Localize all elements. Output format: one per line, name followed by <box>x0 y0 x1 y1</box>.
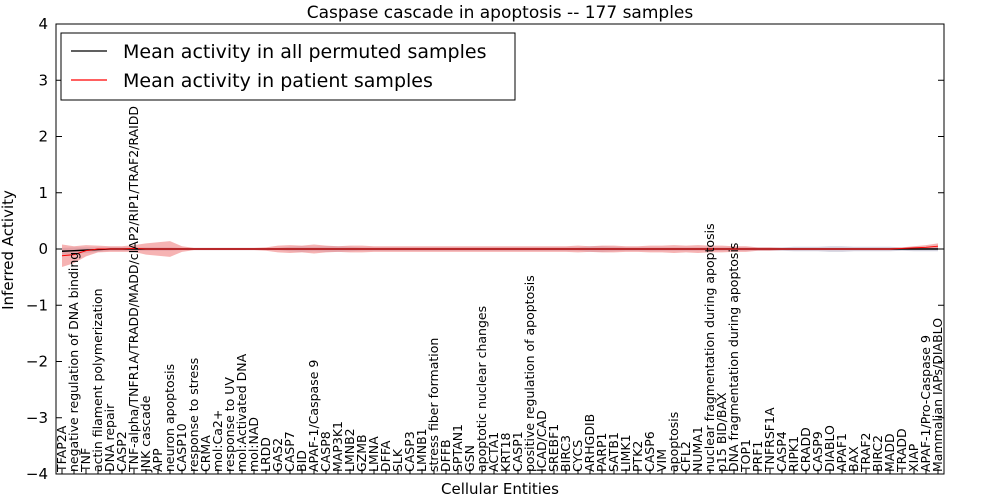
x-tick-label: BAX <box>846 446 861 472</box>
x-tick-label: negative regulation of DNA binding <box>66 252 81 472</box>
legend-box <box>60 32 516 101</box>
x-tick-label: positive regulation of apoptosis <box>522 275 537 472</box>
x-tick-label: CASP8 <box>318 431 333 472</box>
x-tick-label: LIMK1 <box>618 434 633 472</box>
x-tick-label: BIRC2 <box>870 435 885 472</box>
y-tick-label: −2 <box>26 353 48 371</box>
x-tick-label: CASP2 <box>114 431 129 472</box>
x-tick-label: mol:Activated DNA <box>234 353 249 472</box>
legend: Mean activity in all permuted samples Mea… <box>60 32 516 101</box>
x-tick-label: SPTAN1 <box>450 424 465 472</box>
x-tick-label: CASP4 <box>774 431 789 472</box>
x-tick-label: DFFB <box>438 439 453 472</box>
x-tick-label: p15 BID/BAX <box>714 392 729 472</box>
x-tick-label: XIAP <box>906 443 921 472</box>
x-tick-label: mol:Ca2+ <box>210 410 225 472</box>
x-tick-label: PARP1 <box>594 433 609 472</box>
x-tick-label: ACTA1 <box>486 432 501 472</box>
series-lines <box>61 245 939 257</box>
x-tick-label: nuclear fragmentation during apoptosis <box>702 223 717 472</box>
x-tick-label: TFAP2A <box>54 425 69 473</box>
x-tick-label: CASP6 <box>642 431 657 472</box>
series-1-line <box>61 245 939 257</box>
x-tick-label: MADD <box>882 433 897 472</box>
x-tick-label: LMNB1 <box>414 428 429 472</box>
confidence-bands <box>62 241 938 267</box>
x-tick-label: response to stress <box>186 358 201 472</box>
x-tick-label: TOP1 <box>738 439 753 473</box>
series-1-band <box>62 241 938 267</box>
x-tick-label: neuron apoptosis <box>162 364 177 472</box>
x-tick-label: ICAD/CAD <box>534 410 549 472</box>
y-tick-label: −1 <box>26 296 48 314</box>
x-tick-label: TRADD <box>894 428 909 473</box>
x-tick-label: NUMA1 <box>690 426 705 472</box>
x-tick-label: GZMB <box>354 434 369 472</box>
x-tick-label: DIABLO <box>822 425 837 472</box>
x-tick-label: DNA repair <box>102 403 117 472</box>
x-tick-label: DFFA <box>378 440 393 472</box>
x-tick-label: LMNA <box>366 436 381 472</box>
x-tick-label: CASP9 <box>810 431 825 472</box>
y-tick-label: 3 <box>38 71 48 89</box>
x-axis-label: Cellular Entities <box>441 480 559 498</box>
x-tick-label: RIPK1 <box>786 436 801 472</box>
x-tick-label: TNF <box>78 448 93 473</box>
x-tick-label: apoptosis <box>666 412 681 472</box>
x-tick-label: BID <box>294 450 309 472</box>
x-tick-label: PTK2 <box>630 441 645 472</box>
x-tick-label: APAF1 <box>834 433 849 472</box>
x-tick-label: TNF-alpha/TNFR1A/TRADD/MADD/cIAP2/RIP1/T… <box>126 106 141 473</box>
x-tick-label: MAP3K1 <box>330 421 345 472</box>
x-tick-label: APAF-1/Pro-Caspase 9 <box>918 335 933 472</box>
x-tick-label: JNK cascade <box>138 395 153 473</box>
x-tick-label: TRAF2 <box>858 432 873 473</box>
x-tick-label: CASP10 <box>174 423 189 472</box>
x-tick-label: DNA fragmentation during apoptosis <box>726 243 741 472</box>
x-tick-label: stress fiber formation <box>426 338 441 472</box>
x-tick-label: CRMA <box>198 435 213 472</box>
x-tick-label: APP <box>150 448 165 472</box>
y-tick-label: 2 <box>38 128 48 146</box>
x-tick-label: TNFRSF1A <box>762 407 777 473</box>
y-axis: −4 −3 −2 −1 0 1 2 3 4 <box>26 15 944 483</box>
x-tick-label: SLK <box>390 448 405 472</box>
x-tick-label: CASP1 <box>510 431 525 472</box>
x-tick-label: GSN <box>462 445 477 472</box>
x-tick-label: VIM <box>654 449 669 472</box>
x-tick-label: GAS2 <box>270 438 285 472</box>
x-tick-label: BIRC3 <box>558 435 573 472</box>
x-tick-label: mol:NAD <box>246 417 261 472</box>
y-tick-label: 0 <box>38 240 48 258</box>
x-tick-label: response to UV <box>222 377 237 472</box>
y-tick-label: 1 <box>38 184 48 202</box>
x-tick-label: CFL2 <box>678 441 693 472</box>
x-tick-label: CYCS <box>570 440 585 472</box>
x-tick-label: actin filament polymerization <box>90 288 105 472</box>
x-tick-label: SREBF1 <box>546 424 561 472</box>
x-tick-label: APAF-1/Caspase 9 <box>306 360 321 472</box>
x-tick-label: LRDD <box>258 437 273 472</box>
x-tick-label: apoptotic nuclear changes <box>474 306 489 472</box>
x-tick-label: KRT18 <box>498 432 513 472</box>
legend-label-0: Mean activity in all permuted samples <box>123 41 486 63</box>
x-tick-label: CASP3 <box>402 431 417 472</box>
x-tick-label: ARHGDIB <box>582 414 597 472</box>
y-tick-label: −4 <box>26 465 48 483</box>
x-tick-label: CASP7 <box>282 431 297 472</box>
chart-title: Caspase cascade in apoptosis -- 177 samp… <box>307 3 694 23</box>
x-tick-label: Mammalian IAPs/DIABLO <box>930 318 945 472</box>
y-axis-label: Inferred Activity <box>0 190 17 310</box>
y-tick-label: −3 <box>26 409 48 427</box>
legend-label-1: Mean activity in patient samples <box>123 70 433 92</box>
y-tick-label: 4 <box>38 15 48 33</box>
x-tick-label: SATB1 <box>606 432 621 472</box>
x-tick-label: CRADD <box>798 427 813 472</box>
x-tick-label: LMNB2 <box>342 428 357 472</box>
x-tick-label: PRF1 <box>750 441 765 472</box>
